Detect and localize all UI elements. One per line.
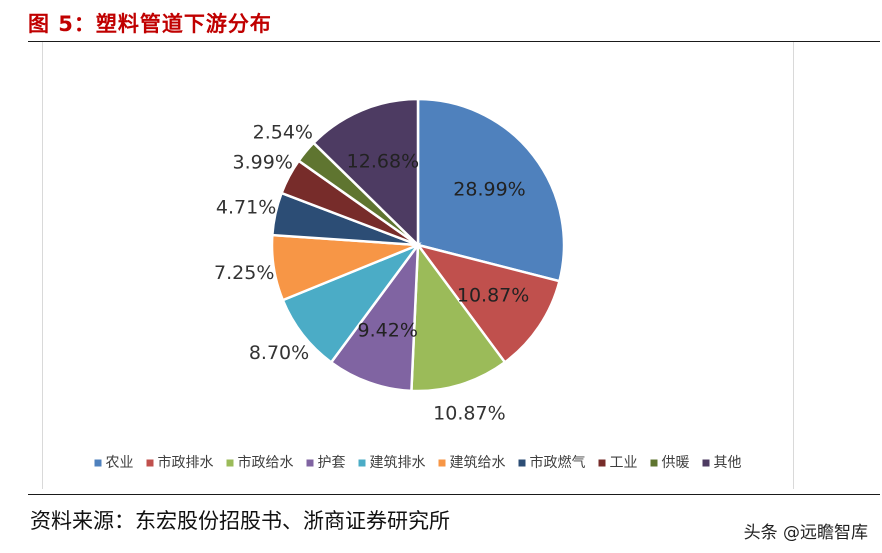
- legend-label-6: 建筑给水: [450, 455, 506, 471]
- data-label-5: 8.70%: [249, 342, 309, 364]
- data-label-6: 7.25%: [214, 262, 274, 284]
- bottom-rule: [28, 494, 880, 495]
- legend-label-2: 市政排水: [158, 454, 214, 471]
- figure-title: 图 5：塑料管道下游分布: [28, 12, 272, 36]
- legend-label-3: 市政给水: [238, 454, 294, 471]
- legend-label-1: 农业: [106, 455, 134, 471]
- legend-label-5: 建筑排水: [370, 455, 426, 471]
- pie-slice-10: [311, 97, 420, 248]
- legend-swatch-7: [518, 459, 526, 467]
- legend-swatch-8: [598, 459, 606, 467]
- legend-swatch-2: [146, 459, 154, 467]
- legend-swatch-4: [306, 459, 314, 467]
- data-label-4: 9.42%: [358, 319, 418, 341]
- source-note: 资料来源：东宏股份招股书、浙商证券研究所: [30, 509, 450, 533]
- data-label-2: 10.87%: [457, 285, 529, 307]
- legend-swatch-6: [438, 459, 446, 467]
- pie-slice-3: [410, 241, 507, 393]
- legend-swatch-1: [94, 459, 102, 467]
- data-label-8: 3.99%: [233, 151, 293, 173]
- legend-swatch-10: [702, 459, 710, 467]
- legend-swatch-5: [358, 459, 366, 467]
- legend-label-7: 市政燃气: [530, 454, 586, 471]
- data-label-3: 10.87%: [433, 402, 505, 424]
- pie-slice-1: [416, 97, 566, 283]
- data-label-7: 4.71%: [216, 196, 276, 218]
- data-label-10: 12.68%: [347, 151, 419, 173]
- legend-label-10: 其他: [714, 455, 742, 471]
- legend-swatch-3: [226, 459, 234, 467]
- watermark: 头条 @远瞻智库: [743, 523, 868, 543]
- legend-label-4: 护套: [318, 455, 346, 471]
- top-rule: [28, 41, 880, 42]
- legend: 农业 市政排水 市政给水 护套 建筑排水 建筑给水 市政燃气 工业 供暖 其他: [94, 454, 742, 471]
- data-label-1: 28.99%: [453, 179, 525, 201]
- data-label-9: 2.54%: [253, 121, 313, 143]
- legend-label-8: 工业: [610, 455, 638, 471]
- legend-label-9: 供暖: [662, 455, 690, 471]
- pie-slice-4: [329, 240, 420, 393]
- pie-slice-2: [414, 242, 561, 365]
- legend-swatch-9: [650, 459, 658, 467]
- chart-frame: [42, 42, 794, 489]
